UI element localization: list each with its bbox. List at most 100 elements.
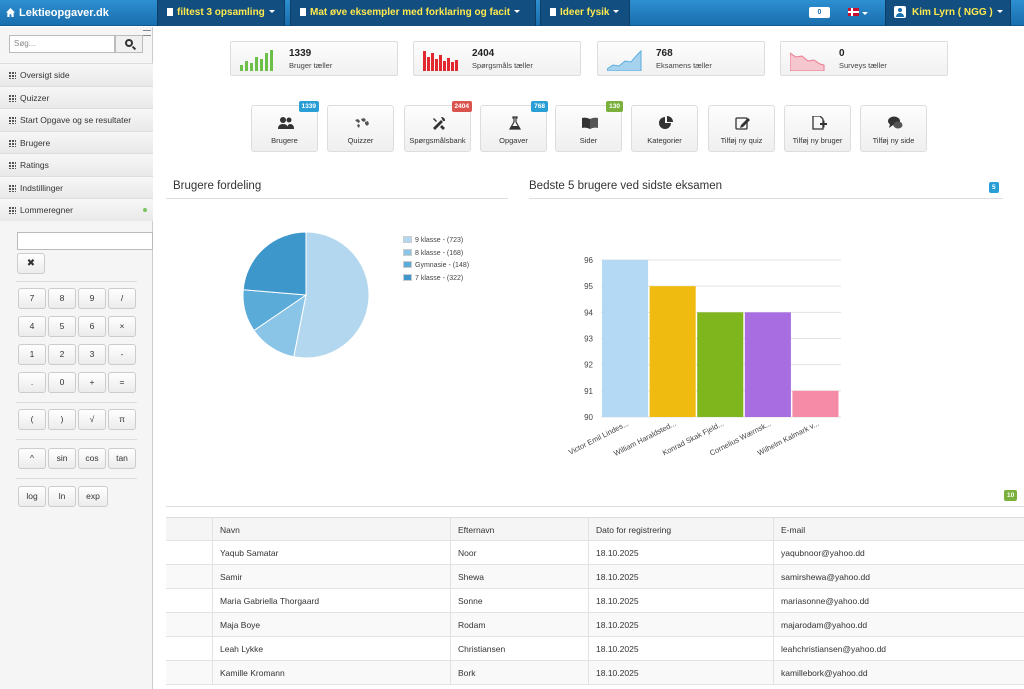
calc-key[interactable]: cos (78, 448, 106, 469)
calc-key[interactable]: 3 (78, 344, 106, 365)
menu-collapse-icon[interactable] (143, 30, 151, 36)
calc-key[interactable]: 7 (18, 288, 46, 309)
notification-counter[interactable]: 0 (809, 7, 830, 18)
shortcut-spoergsmaalsbank[interactable]: Spørgsmålsbank 2404 (404, 101, 472, 152)
stat-questions[interactable]: 2404 Spørgsmåls tæller (413, 41, 581, 76)
table-count-badge: 10 (1004, 490, 1018, 501)
danish-flag-icon[interactable] (848, 8, 859, 16)
calc-key[interactable]: = (108, 372, 136, 393)
stat-surveys[interactable]: 0 Surveys tæller (780, 41, 948, 76)
table-cell-efternavn: Bork (450, 661, 588, 685)
calc-key[interactable]: 2 (48, 344, 76, 365)
shortcut-sider[interactable]: Sider 130 (555, 101, 623, 152)
calc-key[interactable]: log (18, 486, 46, 507)
calc-key[interactable]: exp (78, 486, 108, 507)
calc-key[interactable]: 4 (18, 316, 46, 337)
bar-sparkline-icon (240, 50, 273, 71)
table-cell-efternavn: Christiansen (450, 637, 588, 661)
stat-exams[interactable]: 768 Eksamens tæller (597, 41, 765, 76)
shortcut-tilfoej-bruger[interactable]: Tilføj ny bruger (784, 105, 851, 152)
calc-key[interactable]: - (108, 344, 136, 365)
shortcut-badge: 2404 (451, 101, 472, 112)
nav-mat-dropdown[interactable]: Mat øve eksempler med forklaring og faci… (290, 0, 536, 26)
stat-users[interactable]: 1339 Bruger tæller (230, 41, 398, 76)
bar-4[interactable] (744, 312, 791, 417)
sidebar-item-label: Lommeregner (20, 205, 73, 215)
table-cell (166, 613, 212, 637)
legend-item: Gymnasie - (148) (403, 261, 469, 274)
calc-key[interactable]: 1 (18, 344, 46, 365)
calc-key[interactable]: π (108, 409, 136, 430)
calc-key[interactable]: sin (48, 448, 76, 469)
table-cell-efternavn: Shewa (450, 565, 588, 589)
sidebar-item-start-opgave[interactable]: Start Opgave og se resultater (0, 108, 153, 131)
sidebar-item-lommeregner[interactable]: Lommeregner (0, 198, 153, 221)
sidebar-item-ratings[interactable]: Ratings (0, 153, 153, 176)
sidebar-item-indstillinger[interactable]: Indstillinger (0, 175, 153, 198)
shortcut-tilfoej-quiz[interactable]: Tilføj ny quiz (708, 105, 775, 152)
table-row[interactable]: Samir Shewa 18.10.2025 samirshewa@yahoo.… (166, 565, 1024, 589)
table-row[interactable]: Leah Lykke Christiansen 18.10.2025 leahc… (166, 637, 1024, 661)
grid-icon (9, 184, 16, 192)
calc-key[interactable]: 8 (48, 288, 76, 309)
shortcut-label: Kategorier (647, 136, 682, 145)
calc-key[interactable]: . (18, 372, 46, 393)
calc-key[interactable]: + (78, 372, 106, 393)
shortcut-brugere[interactable]: Brugere 1339 (251, 101, 319, 152)
nav-filtest-dropdown[interactable]: filtest 3 opsamling (157, 0, 285, 26)
shortcut-kategorier[interactable]: Kategorier (631, 105, 698, 152)
column-header-navn[interactable]: Navn (212, 518, 450, 542)
calc-key[interactable]: × (108, 316, 136, 337)
shortcut-opgaver[interactable]: Opgaver 768 (480, 101, 548, 152)
table-row[interactable]: Yaqub Samatar Noor 18.10.2025 yaqubnoor@… (166, 541, 1024, 565)
table-row[interactable]: Kamille Kromann Bork 18.10.2025 kamilleb… (166, 661, 1024, 685)
search-input[interactable]: Søg... (9, 35, 115, 53)
divider (16, 402, 137, 403)
sidebar-item-brugere[interactable]: Brugere (0, 130, 153, 153)
calc-key[interactable]: 6 (78, 316, 106, 337)
table-row[interactable]: Maria Gabriella Thorgaard Sonne 18.10.20… (166, 589, 1024, 613)
calc-key[interactable]: √ (78, 409, 106, 430)
calc-key[interactable]: 0 (48, 372, 76, 393)
column-header-email[interactable]: E-mail (773, 518, 1024, 542)
column-header-dato[interactable]: Dato for registrering (588, 518, 773, 542)
brand-link[interactable]: Lektieopgaver.dk (6, 0, 109, 26)
user-icon (894, 6, 906, 18)
pie-slice-9-klasse[interactable] (293, 231, 370, 359)
caret-down-icon[interactable] (862, 12, 868, 15)
shortcut-tilfoej-side[interactable]: Tilføj ny side (860, 105, 927, 152)
pie-slice-7-klasse[interactable] (242, 231, 307, 296)
table-row[interactable]: Maja Boye Rodam 18.10.2025 majarodam@yah… (166, 613, 1024, 637)
search-button[interactable] (115, 35, 143, 53)
table-header-cell (166, 518, 212, 542)
sidebar-item-oversigt[interactable]: Oversigt side (0, 63, 153, 86)
shortcut-label: Quizzer (347, 136, 374, 145)
user-menu[interactable]: Kim Lyrn ( NGG ) (885, 0, 1011, 26)
table-cell-dato: 18.10.2025 (588, 613, 773, 637)
column-header-efternavn[interactable]: Efternavn (450, 518, 588, 542)
nav-ideer-dropdown[interactable]: Ideer fysik (540, 0, 630, 26)
bar-5[interactable] (792, 390, 839, 417)
calculator-clear-button[interactable]: ✖ (17, 253, 45, 274)
sidebar-item-label: Brugere (20, 137, 51, 148)
calc-key[interactable]: tan (108, 448, 136, 469)
calculator-display[interactable] (17, 232, 153, 250)
bar-2[interactable] (649, 286, 696, 417)
tools-icon (433, 117, 445, 130)
add-document-icon (812, 116, 827, 130)
calc-key[interactable]: 5 (48, 316, 76, 337)
table-cell-email: leahchristiansen@yahoo.dd (773, 637, 1024, 661)
calc-key[interactable]: ^ (18, 448, 46, 469)
stat-users-label: Bruger tæller (289, 61, 333, 70)
bar-3[interactable] (697, 312, 744, 417)
calc-key[interactable]: ) (48, 409, 76, 430)
calc-key[interactable]: ln (48, 486, 76, 507)
sidebar-item-quizzer[interactable]: Quizzer (0, 85, 153, 108)
calc-key[interactable]: / (108, 288, 136, 309)
legend-label: 7 klasse - (322) (415, 274, 464, 282)
shortcut-quizzer[interactable]: Quizzer (327, 105, 394, 152)
bar-1[interactable] (602, 260, 649, 417)
sidebar-item-label: Start Opgave og se resultater (20, 115, 132, 125)
calc-key[interactable]: ( (18, 409, 46, 430)
calc-key[interactable]: 9 (78, 288, 106, 309)
